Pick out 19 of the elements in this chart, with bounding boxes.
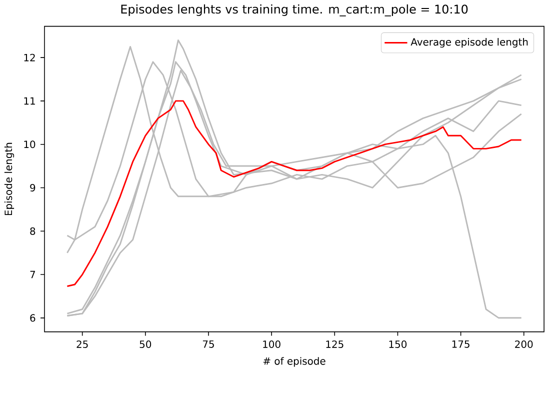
y-axis-title: Episode length [4, 142, 14, 215]
y-tick-label: 7 [30, 270, 35, 278]
y-tick-label: 6 [30, 314, 36, 322]
y-tick-label: 11 [24, 97, 35, 104]
y-tick-label: 10 [24, 140, 36, 148]
x-tick-label: 75 [202, 340, 214, 348]
x-tick-label: 100 [263, 340, 280, 348]
y-tick-label: 9 [30, 184, 36, 192]
x-tick-label: 50 [140, 340, 152, 348]
x-tick-label: 125 [326, 340, 344, 348]
y-tick-label: 12 [24, 54, 35, 62]
x-tick-label: 150 [389, 340, 407, 348]
y-tick-label: 8 [30, 227, 36, 235]
x-tick-label: 25 [76, 340, 88, 348]
x-axis-title: # of episode [263, 356, 326, 366]
x-tick-label: 175 [452, 340, 470, 348]
chart-title: Episodes lenghts vs training time. m_cart:m_pole = 10:10 [121, 4, 468, 16]
legend-label: Average episode length [410, 38, 528, 48]
x-tick-label: 200 [515, 340, 533, 348]
